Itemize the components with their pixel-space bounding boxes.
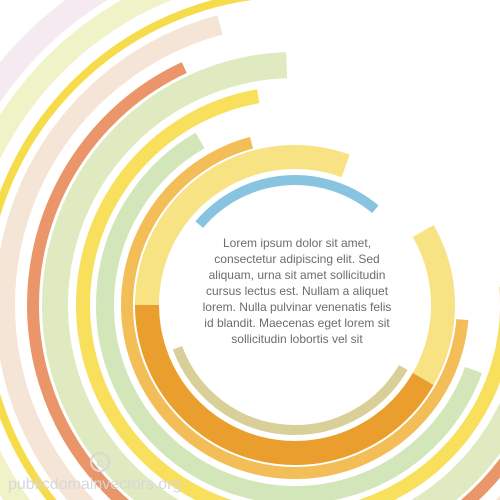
design-canvas: Lorem ipsum dolor sit amet, consectetur … xyxy=(0,0,500,500)
copyright-icon: c xyxy=(90,452,110,472)
decorative-arc xyxy=(199,180,375,225)
decorative-arc xyxy=(178,348,404,430)
body-text: Lorem ipsum dolor sit amet, consectetur … xyxy=(202,235,392,347)
copyright-glyph: c xyxy=(97,454,104,470)
watermark-text: publicdomainvectors.org xyxy=(8,476,181,494)
